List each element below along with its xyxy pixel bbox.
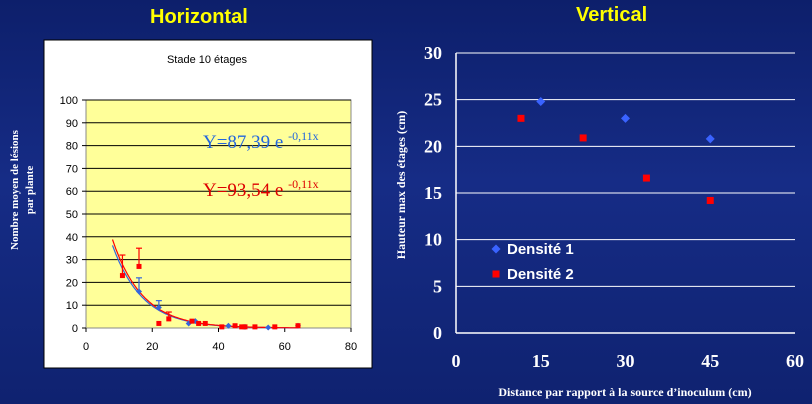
left-ytick-label: 60: [66, 186, 78, 198]
left-ylabel-line2: par plante: [24, 166, 36, 215]
right-ytick-label: 20: [424, 136, 442, 156]
left-ytick-label: 30: [66, 255, 78, 267]
right-ytick-label: 30: [424, 43, 442, 63]
red-point: [219, 324, 225, 330]
right-ytick-label: 15: [424, 183, 442, 203]
left-ytick-label: 100: [60, 95, 78, 107]
red-point: [242, 324, 248, 330]
red-point: [239, 324, 245, 330]
legend-label: Densité 1: [507, 241, 574, 258]
red-point: [272, 324, 278, 330]
right-ytick-label: 25: [424, 90, 442, 110]
right-ytick-label: 5: [433, 276, 442, 296]
densite2-point: [517, 114, 525, 122]
densite1-point: [621, 113, 630, 123]
left-ytick-label: 20: [66, 277, 78, 289]
left-ytick-label: 10: [66, 300, 78, 312]
right-ytick-label: 10: [424, 230, 442, 250]
densite1-point: [705, 134, 715, 144]
right-xtick-label: 45: [701, 351, 719, 371]
red-point: [196, 320, 202, 326]
red-point: [136, 263, 142, 269]
right-ylabel: Hauteur max des étages (cm): [394, 111, 408, 259]
densite2-point: [642, 174, 650, 182]
left-ytick-label: 80: [66, 141, 78, 153]
left-xtick-label: 60: [279, 341, 291, 353]
left-ytick-label: 50: [66, 209, 78, 221]
title-vertical: Vertical: [576, 4, 648, 26]
right-xtick-label: 60: [786, 351, 804, 371]
densite2-point: [706, 196, 714, 204]
title-horizontal: Horizontal: [150, 6, 248, 28]
red-equation-main: Y=93,54 e: [203, 180, 288, 201]
red-point: [295, 323, 301, 329]
legend-diamond-icon: [491, 244, 501, 254]
blue-equation-exp: -0,11x: [288, 129, 319, 143]
red-point: [252, 324, 258, 330]
right-ytick-label: 0: [433, 323, 442, 343]
left-ytick-label: 90: [66, 118, 78, 130]
red-point: [189, 318, 195, 324]
blue-equation: Y=87,39 e -0,11x: [203, 129, 319, 153]
right-xtick-label: 0: [452, 351, 461, 371]
densite1-point: [536, 97, 546, 107]
densite2-point: [579, 134, 587, 142]
red-point: [119, 273, 125, 279]
left-xtick-label: 80: [345, 341, 357, 353]
red-point: [156, 320, 162, 326]
red-equation-exp: -0,11x: [288, 177, 319, 191]
legend-square-icon: [492, 270, 500, 278]
red-equation: Y=93,54 e -0,11x: [203, 177, 319, 201]
left-ytick-label: 40: [66, 232, 78, 244]
left-xtick-label: 40: [212, 341, 224, 353]
red-point: [202, 320, 208, 326]
red-point: [232, 323, 238, 329]
right-xtick-label: 15: [532, 351, 550, 371]
legend-label: Densité 2: [507, 266, 574, 283]
blue-point: [265, 324, 272, 331]
right-xtick-label: 30: [617, 351, 635, 371]
blue-point: [136, 288, 142, 295]
blue-point: [155, 304, 162, 311]
left-ytick-label: 70: [66, 163, 78, 175]
left-xtick-label: 0: [83, 341, 89, 353]
right-xlabel: Distance par rapport à la source d’inocu…: [498, 385, 751, 399]
red-point: [166, 316, 172, 322]
blue-equation-main: Y=87,39 e: [203, 132, 288, 153]
left-xtick-label: 20: [146, 341, 158, 353]
left-ylabel-line1: Nombre moyen de lésions: [9, 129, 21, 250]
blue-point: [225, 322, 232, 329]
left-ytick-label: 0: [72, 323, 78, 335]
left-chart-title: Stade 10 étages: [167, 54, 248, 66]
